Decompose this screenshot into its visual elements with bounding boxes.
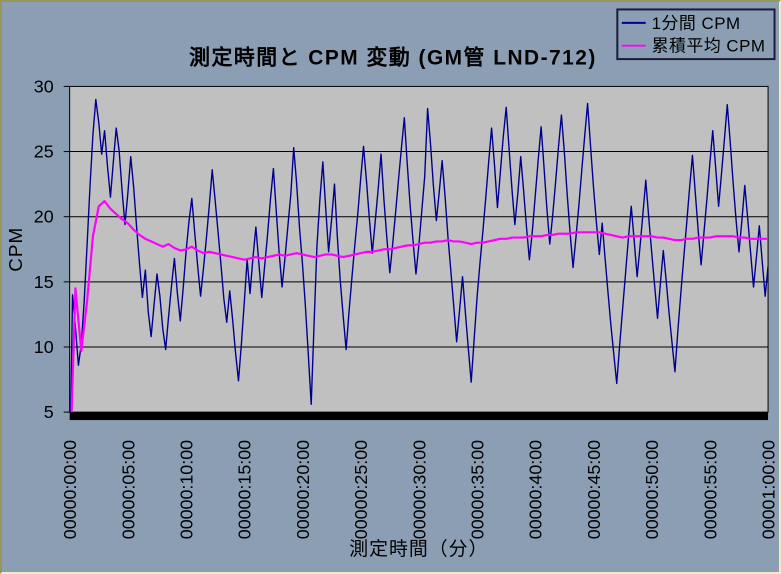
y-tick-label: 15 [34,272,54,292]
y-tick-label: 5 [44,402,54,422]
y-axis-ticks [63,85,70,413]
y-tick-label: 20 [34,207,54,227]
legend-item-1min-cpm: 1分間 CPM [621,14,741,33]
x-tick-label: 00000:30:00 [409,440,429,539]
legend-item-cumulative-average-cpm: 累積平均 CPM [621,37,766,56]
x-axis-title: 測定時間（分） [349,538,488,560]
legend: 1分間 CPM 累積平均 CPM [616,8,776,61]
x-tick-label: 00000:05:00 [118,440,138,539]
y-tick-labels: 5 10 15 20 25 30 [34,76,54,422]
x-tick-label: 00000:45:00 [584,440,604,539]
gridlines [69,151,769,348]
x-tick-label: 00000:40:00 [526,440,546,539]
series-line-cumulative-average-cpm [70,200,769,413]
y-tick-label: 25 [34,142,54,162]
y-tick-label: 30 [34,76,54,96]
x-tick-label: 00000:20:00 [293,440,313,539]
x-tick-label: 00000:55:00 [700,440,720,539]
y-tick-label: 10 [34,337,54,357]
legend-box [616,8,776,61]
legend-label-1min-cpm: 1分間 CPM [652,14,741,33]
series-line-1min-cpm [69,98,769,413]
x-tick-label: 00000:15:00 [235,440,255,539]
x-tick-label: 00000:50:00 [642,440,662,539]
legend-label-cumulative-average-cpm: 累積平均 CPM [652,37,766,56]
y-axis-title: CPM [6,227,27,272]
x-tick-label: 00000:25:00 [351,440,371,539]
x-tick-label: 00000:10:00 [177,440,197,539]
series-lines [69,98,769,413]
x-tick-label: 00000:35:00 [468,440,488,539]
x-tick-label: 00001:00:00 [759,440,779,539]
x-tick-label: 00000:00:00 [60,440,80,539]
x-tick-labels: 00000:00:00 00000:05:00 00000:10:00 00000:1… [60,440,778,539]
chart-title: 測定時間と CPM 変動 (GM管 LND-712) [189,46,597,70]
x-axis-bar [69,412,769,421]
